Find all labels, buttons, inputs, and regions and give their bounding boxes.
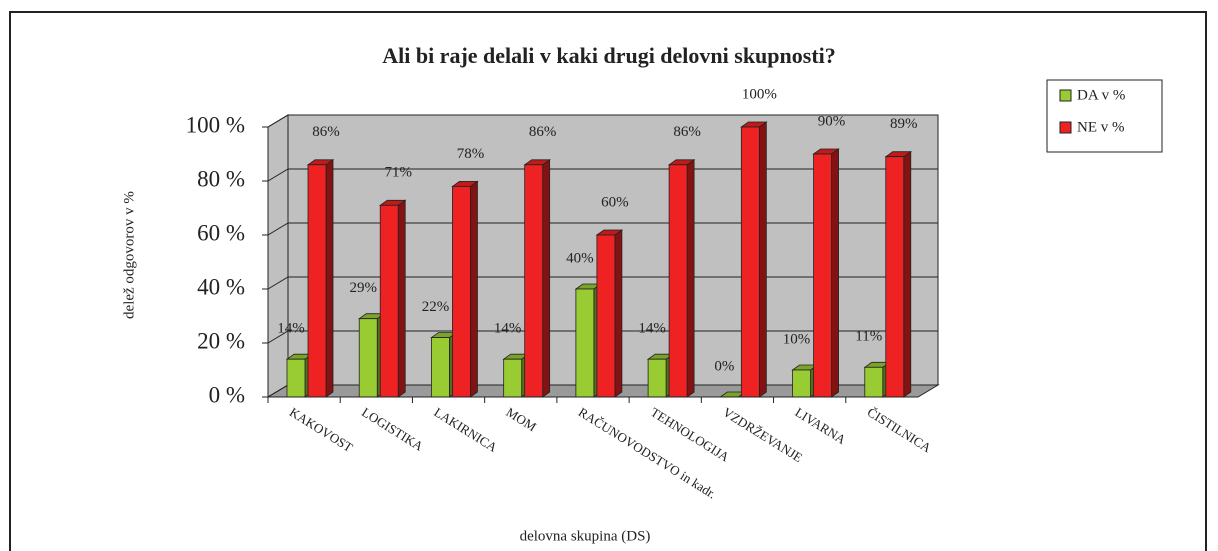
bar bbox=[379, 204, 399, 398]
data-label: 14% bbox=[638, 321, 666, 337]
bar-side bbox=[614, 229, 623, 398]
data-label: 86% bbox=[673, 124, 701, 140]
y-tick-label: 0 % bbox=[209, 382, 245, 407]
grid-line bbox=[267, 114, 938, 128]
bar bbox=[864, 366, 884, 398]
grid-line bbox=[267, 168, 938, 182]
bar-side bbox=[325, 159, 334, 398]
bar bbox=[575, 288, 595, 398]
y-axis-title: delež odgovorov v % bbox=[121, 191, 137, 319]
x-axis-title: delovna skupina (DS) bbox=[520, 528, 651, 544]
bar bbox=[307, 164, 327, 398]
data-label: 86% bbox=[529, 124, 557, 140]
data-label: 0% bbox=[714, 358, 734, 374]
bar-side bbox=[758, 121, 767, 398]
data-label: 11% bbox=[855, 329, 882, 345]
bar bbox=[596, 234, 616, 398]
data-label: 10% bbox=[783, 331, 811, 347]
y-tick-label: 40 % bbox=[197, 274, 245, 299]
bar-side bbox=[686, 159, 695, 398]
bar-side bbox=[903, 150, 912, 398]
bar bbox=[358, 318, 378, 398]
legend-swatch bbox=[1059, 121, 1072, 134]
legend-label: NE v % bbox=[1077, 119, 1125, 135]
bar bbox=[668, 164, 688, 398]
y-tick-label: 80 % bbox=[197, 166, 245, 191]
bar bbox=[431, 337, 450, 398]
data-label: 60% bbox=[601, 194, 629, 210]
y-tick-label: 100 % bbox=[186, 112, 245, 137]
grid-line bbox=[267, 222, 938, 236]
grid-line bbox=[267, 330, 938, 344]
chart-title: Ali bi raje delali v kaki drugi delovni … bbox=[382, 43, 836, 68]
bar-side bbox=[542, 159, 551, 398]
data-label: 22% bbox=[422, 299, 450, 315]
data-label: 29% bbox=[349, 280, 377, 296]
data-label: 14% bbox=[277, 321, 305, 337]
bar bbox=[813, 153, 832, 398]
legend-label: DA v % bbox=[1077, 87, 1125, 103]
data-label: 86% bbox=[312, 124, 340, 140]
data-label: 14% bbox=[494, 321, 522, 337]
data-label: 71% bbox=[384, 165, 412, 181]
data-label: 90% bbox=[818, 113, 846, 129]
y-tick-label: 60 % bbox=[197, 220, 245, 245]
bar bbox=[885, 156, 905, 398]
data-label: 78% bbox=[457, 146, 485, 162]
data-label: 40% bbox=[566, 250, 594, 266]
bar-side bbox=[470, 180, 478, 398]
bar bbox=[647, 358, 667, 398]
bar bbox=[452, 185, 471, 398]
side-wall bbox=[267, 114, 289, 398]
bar-side bbox=[397, 199, 406, 398]
bar bbox=[792, 369, 811, 398]
legend-swatch bbox=[1059, 89, 1072, 102]
bar bbox=[740, 126, 760, 398]
bar bbox=[286, 358, 306, 398]
bar bbox=[524, 164, 544, 398]
y-tick-label: 20 % bbox=[197, 328, 245, 353]
data-label: 100% bbox=[742, 86, 777, 102]
data-label: 89% bbox=[890, 116, 918, 132]
grid-line bbox=[267, 276, 938, 290]
bar-side bbox=[831, 148, 839, 398]
bar bbox=[503, 358, 523, 398]
